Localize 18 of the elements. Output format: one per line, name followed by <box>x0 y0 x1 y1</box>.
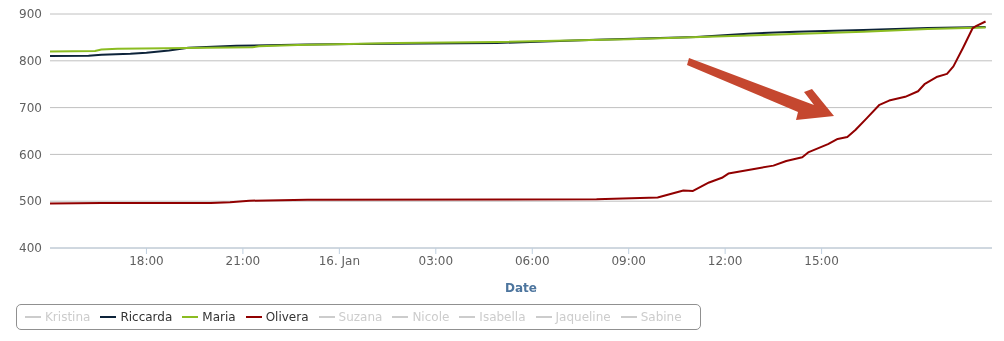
x-tick-label: 21:00 <box>225 253 261 268</box>
x-tick-label: 15:00 <box>804 253 839 268</box>
x-tick-label: 09:00 <box>611 253 646 268</box>
legend-label: Riccarda <box>119 310 173 324</box>
x-tick-label: 06:00 <box>514 253 550 268</box>
y-tick-label: 500 <box>19 194 42 209</box>
x-tick-label: 12:00 <box>707 253 743 268</box>
x-tick-label: 03:00 <box>418 253 454 268</box>
x-tick-label: 18:00 <box>129 253 164 268</box>
x-tick-label: 16. Jan <box>318 253 361 268</box>
y-tick-label: 600 <box>19 147 42 162</box>
y-tick-label: 700 <box>19 100 42 115</box>
legend-label: Maria <box>201 310 236 324</box>
y-tick-label: 900 <box>19 7 42 22</box>
legend-label: Olivera <box>264 310 309 324</box>
x-axis-title: Date <box>505 281 537 295</box>
y-tick-label: 800 <box>19 54 42 69</box>
y-tick-label: 400 <box>19 241 42 256</box>
